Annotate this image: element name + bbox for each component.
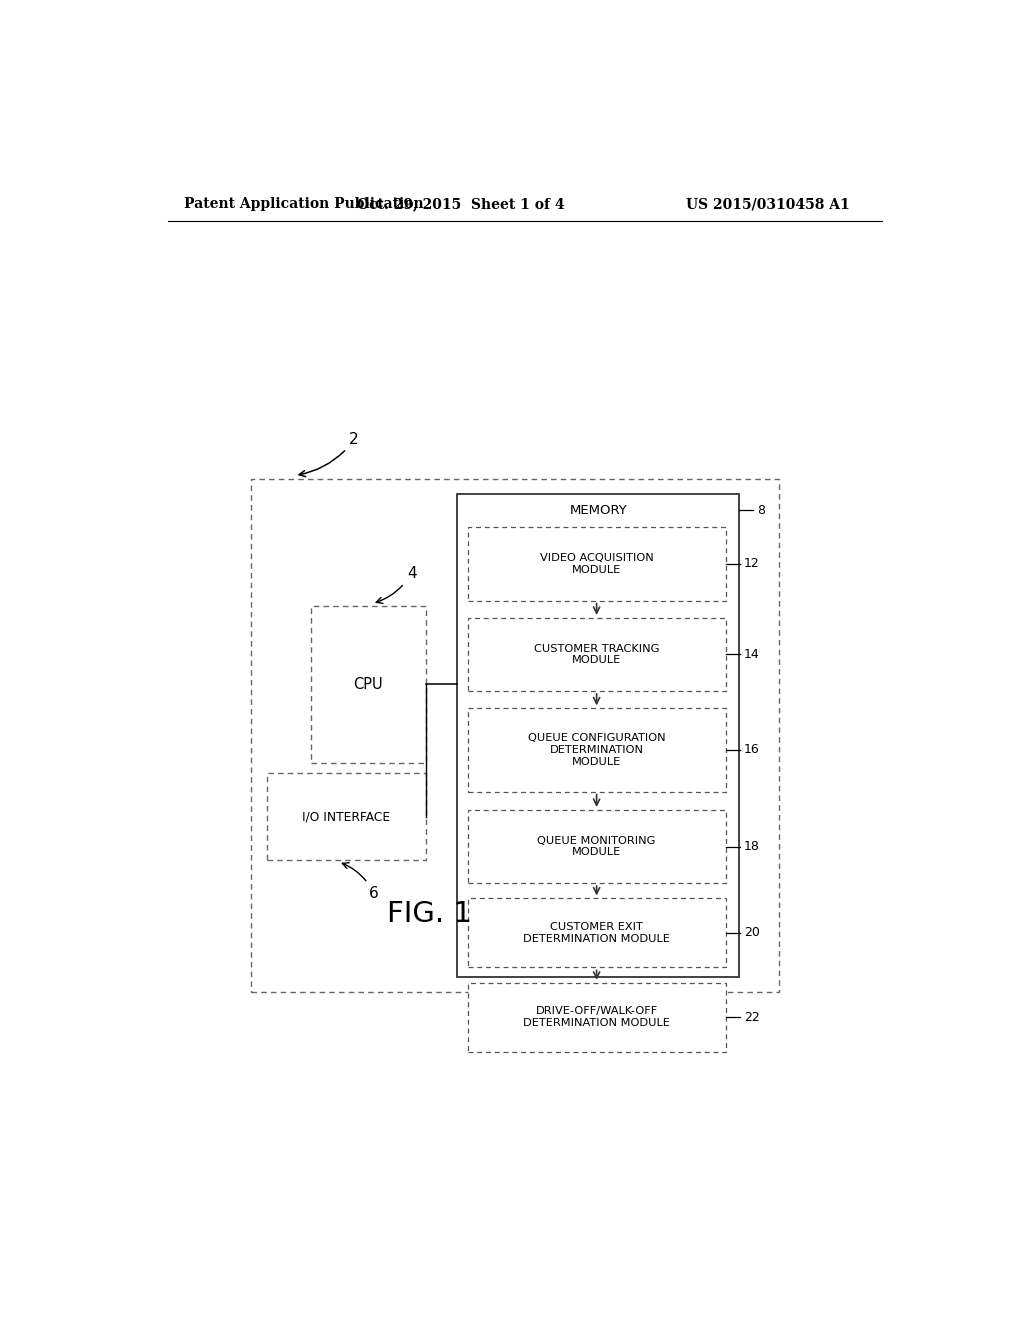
Bar bbox=[468, 709, 726, 792]
Text: 12: 12 bbox=[743, 557, 760, 570]
Text: DRIVE-OFF/WALK-OFF
DETERMINATION MODULE: DRIVE-OFF/WALK-OFF DETERMINATION MODULE bbox=[523, 1006, 670, 1028]
Text: 4: 4 bbox=[376, 565, 417, 603]
Text: 14: 14 bbox=[743, 648, 760, 661]
Text: QUEUE MONITORING
MODULE: QUEUE MONITORING MODULE bbox=[538, 836, 655, 857]
Text: CUSTOMER EXIT
DETERMINATION MODULE: CUSTOMER EXIT DETERMINATION MODULE bbox=[523, 923, 670, 944]
Text: VIDEO ACQUISITION
MODULE: VIDEO ACQUISITION MODULE bbox=[540, 553, 653, 574]
Text: 2: 2 bbox=[299, 433, 359, 477]
Text: 22: 22 bbox=[743, 1011, 760, 1024]
Text: Oct. 29, 2015  Sheet 1 of 4: Oct. 29, 2015 Sheet 1 of 4 bbox=[357, 197, 565, 211]
Bar bbox=[468, 899, 726, 968]
Text: Patent Application Publication: Patent Application Publication bbox=[183, 197, 423, 211]
Bar bbox=[251, 479, 778, 991]
Bar bbox=[468, 618, 726, 690]
Text: I/O INTERFACE: I/O INTERFACE bbox=[302, 810, 390, 822]
Text: 16: 16 bbox=[743, 743, 760, 756]
Bar bbox=[310, 606, 426, 763]
Text: MEMORY: MEMORY bbox=[569, 503, 627, 516]
Text: 20: 20 bbox=[743, 927, 760, 940]
Bar bbox=[468, 810, 726, 883]
Text: 8: 8 bbox=[758, 503, 765, 516]
Bar bbox=[458, 494, 739, 977]
Bar bbox=[468, 528, 726, 601]
Text: CPU: CPU bbox=[353, 677, 383, 692]
Text: FIG. 1: FIG. 1 bbox=[387, 900, 472, 928]
Bar bbox=[267, 774, 426, 859]
Text: 6: 6 bbox=[342, 863, 379, 900]
Text: CUSTOMER TRACKING
MODULE: CUSTOMER TRACKING MODULE bbox=[534, 644, 659, 665]
Text: QUEUE CONFIGURATION
DETERMINATION
MODULE: QUEUE CONFIGURATION DETERMINATION MODULE bbox=[527, 734, 666, 767]
Text: 18: 18 bbox=[743, 840, 760, 853]
Bar bbox=[468, 982, 726, 1052]
Text: US 2015/0310458 A1: US 2015/0310458 A1 bbox=[686, 197, 850, 211]
